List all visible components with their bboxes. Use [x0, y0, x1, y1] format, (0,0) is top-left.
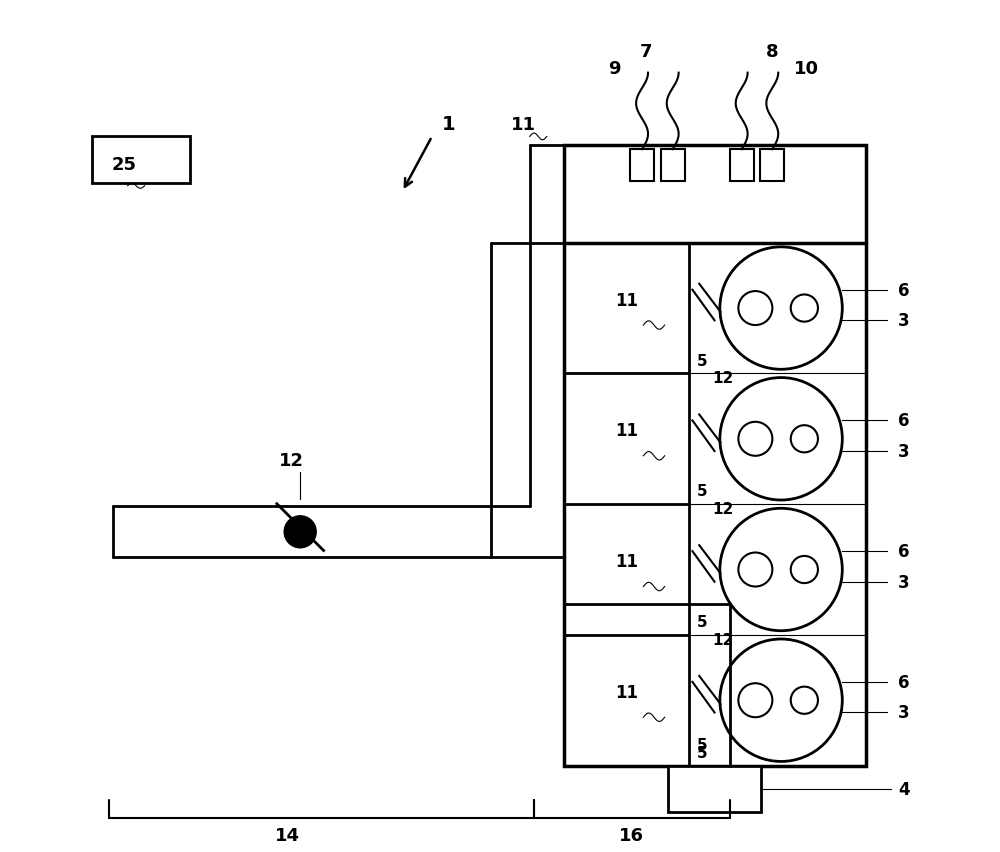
Text: 6: 6	[898, 281, 910, 299]
Text: 12: 12	[712, 632, 734, 647]
Text: 9: 9	[609, 60, 621, 78]
Text: 11: 11	[615, 422, 638, 440]
Text: 10: 10	[794, 60, 819, 78]
Text: 5: 5	[696, 737, 707, 752]
Bar	[564, 146, 866, 766]
Text: 3: 3	[898, 573, 910, 591]
Text: 12: 12	[712, 502, 734, 516]
Circle shape	[720, 509, 842, 631]
Circle shape	[720, 378, 842, 500]
Bar	[630, 150, 654, 182]
Text: 3: 3	[898, 704, 910, 722]
Text: 5: 5	[696, 354, 707, 368]
Text: 11: 11	[511, 116, 536, 134]
Circle shape	[738, 553, 772, 587]
Text: 8: 8	[766, 43, 779, 61]
Text: 3: 3	[898, 312, 910, 330]
Circle shape	[791, 295, 818, 322]
Text: 6: 6	[898, 543, 910, 561]
Text: 12: 12	[712, 371, 734, 386]
Text: 6: 6	[898, 673, 910, 691]
Text: 14: 14	[275, 826, 300, 844]
Text: 7: 7	[640, 43, 653, 61]
Circle shape	[791, 687, 818, 714]
Bar	[730, 150, 754, 182]
Text: 16: 16	[619, 826, 644, 844]
Bar	[668, 766, 761, 813]
Text: 4: 4	[898, 780, 910, 798]
Text: 11: 11	[615, 683, 638, 701]
Text: 5: 5	[696, 614, 707, 630]
Circle shape	[285, 517, 316, 548]
Text: 1: 1	[442, 115, 456, 134]
Circle shape	[720, 248, 842, 370]
Circle shape	[738, 683, 772, 717]
Bar	[760, 150, 784, 182]
Circle shape	[791, 426, 818, 453]
Bar	[92, 137, 190, 184]
Bar	[661, 150, 685, 182]
Text: 6: 6	[898, 412, 910, 430]
Text: 11: 11	[615, 291, 638, 309]
Circle shape	[720, 639, 842, 762]
Text: 11: 11	[615, 552, 638, 570]
Text: 5: 5	[696, 745, 707, 760]
Circle shape	[791, 556, 818, 584]
Circle shape	[738, 291, 772, 325]
Text: 5: 5	[696, 484, 707, 498]
Circle shape	[738, 423, 772, 457]
Text: 12: 12	[279, 451, 304, 469]
Text: 25: 25	[112, 155, 137, 174]
Text: 3: 3	[898, 442, 910, 460]
